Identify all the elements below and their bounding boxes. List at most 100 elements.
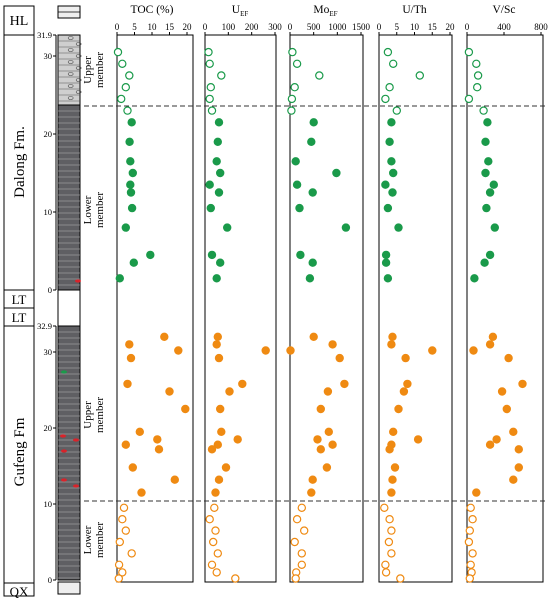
data-point-gufeng-lower [385, 515, 394, 524]
data-point-gufeng-upper [394, 404, 403, 414]
data-point-gufeng-upper [388, 475, 397, 484]
panel-title-subscript: EF [329, 10, 337, 18]
data-point-gufeng-upper [401, 353, 410, 363]
data-point-dalong-lower [381, 250, 391, 260]
data-point-dalong-lower [383, 203, 393, 213]
data-point-gufeng-lower [118, 515, 127, 524]
data-point-gufeng-upper [313, 435, 322, 444]
data-point-gufeng-upper [217, 427, 226, 436]
nodule-symbol [67, 36, 74, 40]
nodule-symbol [67, 84, 74, 88]
depth-tick-label: 31.9 [37, 30, 52, 40]
panel-title: UEF [232, 4, 249, 18]
fossil-marker [60, 434, 66, 438]
data-point-dalong-upper [288, 47, 297, 57]
data-point-gufeng-upper [225, 387, 234, 396]
data-point-dalong-lower [115, 274, 125, 283]
data-point-gufeng-upper [389, 427, 398, 436]
data-point-gufeng-upper [154, 445, 164, 454]
x-tick-label: 300 [268, 22, 282, 32]
x-tick-label: 5 [132, 22, 137, 32]
data-point-gufeng-upper [125, 340, 134, 349]
member-label-gufeng-upper-line1: Upper [82, 401, 94, 429]
data-point-gufeng-upper [514, 463, 524, 472]
data-point-dalong-lower [385, 137, 394, 146]
data-point-gufeng-lower [213, 549, 222, 558]
data-point-gufeng-lower [297, 503, 306, 512]
panel-1: TOC (%) 0 5 10 15 20 [113, 4, 194, 583]
data-point-gufeng-upper [387, 340, 396, 349]
panel-title: U/Th [402, 4, 427, 16]
data-point-gufeng-upper [165, 387, 174, 396]
data-point-dalong-lower [483, 118, 492, 127]
data-point-dalong-lower [125, 137, 134, 146]
data-point-dalong-lower [215, 168, 225, 178]
data-point-dalong-upper [464, 47, 474, 57]
lithology-dalong-lower [57, 104, 81, 291]
data-point-dalong-lower [332, 168, 341, 178]
data-point-dalong-lower [215, 258, 225, 267]
data-point-dalong-upper [392, 106, 401, 115]
panel-3: MoEF 0 500 1000 1500 [286, 4, 371, 583]
data-point-gufeng-lower [466, 503, 475, 512]
data-point-dalong-lower [128, 168, 137, 178]
data-point-dalong-upper [389, 59, 398, 69]
x-tick-label: 10 [410, 22, 420, 32]
data-point-dalong-lower [205, 180, 214, 189]
data-point-gufeng-lower [115, 537, 125, 547]
formation-label-gufeng: Gufeng Fm [12, 417, 28, 486]
data-point-gufeng-lower [380, 503, 389, 512]
member-label-gufeng-lower: Lower member [82, 522, 106, 558]
data-point-gufeng-lower [205, 515, 214, 524]
formation-label-dalong: Dalong Fm. [12, 126, 28, 198]
data-point-gufeng-upper [385, 445, 394, 454]
lithology-base [57, 581, 81, 595]
data-point-dalong-lower [309, 118, 318, 127]
data-point-gufeng-upper [123, 379, 132, 389]
member-boundaries [84, 105, 548, 502]
data-point-gufeng-lower [466, 560, 475, 570]
data-point-gufeng-upper [174, 346, 183, 355]
panel-frame [378, 34, 453, 583]
data-point-dalong-lower [212, 274, 221, 283]
data-point-gufeng-upper [261, 346, 270, 355]
data-point-dalong-lower [481, 137, 490, 146]
x-tick-label: 100 [222, 22, 236, 32]
data-point-gufeng-upper [214, 353, 224, 363]
fossil-marker [61, 370, 67, 374]
panel-5: V/Sc 0 400 800 [464, 4, 548, 583]
data-point-gufeng-upper [233, 435, 242, 444]
data-point-gufeng-upper [504, 353, 513, 363]
data-point-dalong-upper [464, 94, 474, 104]
data-point-dalong-upper [116, 94, 126, 104]
data-point-dalong-lower [482, 203, 491, 213]
data-point-dalong-lower [490, 223, 499, 232]
data-point-dalong-lower [470, 274, 479, 283]
data-point-dalong-lower [291, 157, 300, 166]
depth-tick-label: 30 [44, 347, 53, 357]
data-point-gufeng-lower [387, 526, 396, 535]
data-point-gufeng-lower [290, 537, 299, 547]
x-tick-label: 400 [497, 22, 511, 32]
data-point-gufeng-upper [399, 387, 409, 396]
panel-2: UEF 0 100 200 300 [203, 4, 282, 583]
data-point-dalong-lower [296, 250, 305, 260]
lithology-lt [57, 289, 81, 327]
fossil-marker [75, 279, 81, 283]
data-point-dalong-lower [481, 168, 490, 178]
data-point-dalong-lower [388, 188, 397, 197]
x-tick-label: 20 [446, 22, 456, 32]
data-point-gufeng-lower [297, 549, 306, 558]
depth-tick-label: 32.9 [37, 321, 52, 331]
data-point-dalong-upper [385, 82, 394, 92]
depth-tick-label: 0 [48, 285, 52, 295]
x-tick-label: 800 [534, 22, 548, 32]
data-point-dalong-upper [292, 59, 302, 69]
data-point-dalong-upper [125, 71, 134, 80]
data-point-dalong-upper [207, 106, 217, 115]
data-point-gufeng-upper [340, 379, 349, 389]
data-point-gufeng-lower [464, 537, 474, 547]
member-label-dalong-lower-line2: member [94, 192, 106, 228]
data-point-gufeng-upper [472, 488, 481, 497]
